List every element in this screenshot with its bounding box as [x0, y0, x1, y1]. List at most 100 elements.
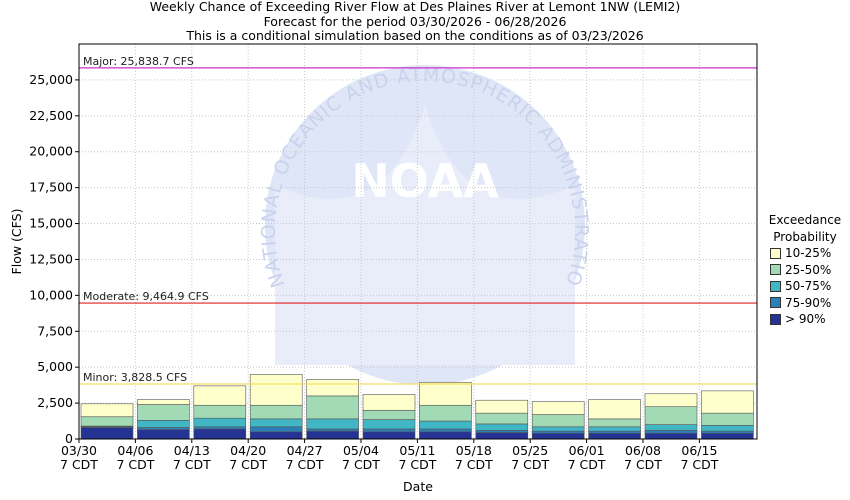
x-axis-label: Date — [403, 479, 433, 494]
bar-segment-50-75 — [475, 423, 529, 431]
legend-swatch — [770, 264, 781, 276]
bar-segment-90 — [362, 431, 416, 440]
legend-swatch — [770, 297, 781, 309]
y-tick-label: 20,000 — [29, 144, 73, 159]
x-tick-label-time: 7 CDT — [173, 457, 211, 472]
bar-segment-50-75 — [137, 420, 190, 428]
bar-segment-75-90 — [419, 428, 472, 433]
bar-segment-90 — [249, 431, 303, 440]
bar-segment-25-50 — [193, 404, 247, 419]
legend-item: 25-50% — [765, 262, 845, 279]
x-tick-label-time: 7 CDT — [60, 457, 98, 472]
threshold-label: Moderate: 9,464.9 CFS — [83, 290, 209, 303]
bar-segment-25-50 — [419, 404, 472, 422]
x-tick-label-date: 03/30 — [61, 443, 97, 458]
legend-swatch — [770, 247, 781, 259]
bar-segment-75-90 — [193, 426, 247, 430]
legend-label: 25-50% — [785, 262, 832, 277]
y-axis-label: Flow (CFS) — [9, 209, 24, 275]
bar-segment-75-90 — [644, 430, 698, 434]
bar-segment-50-75 — [249, 418, 303, 428]
bar-segment-25-50 — [475, 412, 529, 425]
y-tick-label: 5,000 — [37, 359, 73, 374]
bar-segment-10-25 — [362, 394, 416, 411]
bar-segment-50-75 — [588, 426, 641, 432]
plot-frame — [78, 43, 758, 440]
bar-segment-25-50 — [362, 409, 416, 420]
y-tick-label: 17,500 — [29, 180, 73, 195]
x-tick-label-time: 7 CDT — [398, 457, 436, 472]
y-tick-label: 15,000 — [29, 216, 73, 231]
x-tick-label-date: 04/20 — [230, 443, 266, 458]
bar-segment-90 — [419, 431, 472, 440]
y-tick-label: 0 — [65, 431, 73, 446]
bar-segment-10-25 — [80, 403, 134, 418]
x-tick-label-date: 04/06 — [117, 443, 153, 458]
legend-item: 50-75% — [765, 278, 845, 295]
noaa-watermark-gull — [275, 105, 575, 365]
bar-segment-90 — [306, 430, 359, 440]
bar-segment-90 — [644, 432, 698, 440]
bar-segment-50-75 — [701, 425, 754, 432]
x-tick-label-time: 7 CDT — [116, 457, 154, 472]
threshold-label: Minor: 3,828.5 CFS — [83, 371, 187, 384]
x-tick-label-date: 05/11 — [399, 443, 435, 458]
bar-segment-90 — [531, 432, 585, 440]
legend-item: 10-25% — [765, 245, 845, 262]
bar-segment-10-25 — [137, 399, 190, 405]
bar-segment-90 — [588, 432, 641, 440]
x-tick-label-date: 05/04 — [343, 443, 379, 458]
bar-segment-50-75 — [644, 424, 698, 431]
bar-segment-10-25 — [588, 399, 641, 420]
y-tick-label: 25,000 — [29, 72, 73, 87]
bar-segment-25-50 — [588, 418, 641, 428]
bar-segment-75-90 — [475, 430, 529, 433]
x-tick-label-time: 7 CDT — [229, 457, 267, 472]
legend-item: 75-90% — [765, 295, 845, 312]
bar-segment-10-25 — [193, 385, 247, 406]
threshold-label: Major: 25,838.7 CFS — [83, 55, 194, 68]
bar-segment-10-25 — [475, 399, 529, 414]
bar-segment-50-75 — [306, 418, 359, 430]
noaa-watermark-text: NOAA — [351, 154, 499, 208]
x-tick-label-time: 7 CDT — [680, 457, 718, 472]
legend-label: 75-90% — [785, 295, 832, 310]
bar-segment-10-25 — [419, 381, 472, 406]
bar-segment-25-50 — [249, 404, 303, 420]
legend-label: 10-25% — [785, 246, 832, 260]
bar-segment-10-25 — [249, 374, 303, 406]
chart-titles: Weekly Chance of Exceeding River Flow at… — [0, 0, 830, 44]
bar-segment-50-75 — [531, 426, 585, 432]
y-tick-label: 10,000 — [29, 287, 73, 302]
x-tick-label-date: 04/13 — [174, 443, 210, 458]
bar-segment-10-25 — [644, 393, 698, 407]
bar-segment-75-90 — [531, 430, 585, 434]
x-tick-label-time: 7 CDT — [624, 457, 662, 472]
bar-segment-50-75 — [362, 419, 416, 430]
x-tick-label-date: 06/15 — [681, 443, 717, 458]
y-tick-label: 2,500 — [37, 395, 73, 410]
bar-segment-10-25 — [306, 379, 359, 397]
bar-segment-90 — [701, 432, 754, 440]
bar-segment-50-75 — [419, 420, 472, 430]
legend-item: > 90% — [765, 311, 845, 328]
legend-label: > 90% — [785, 312, 826, 326]
x-tick-label-time: 7 CDT — [286, 457, 324, 472]
bar-segment-75-90 — [588, 430, 641, 434]
bar-segment-10-25 — [531, 401, 585, 415]
x-tick-label-date: 05/25 — [512, 443, 548, 458]
bar-segment-25-50 — [701, 412, 754, 426]
legend-label: 50-75% — [785, 279, 832, 293]
bar-segment-75-90 — [306, 428, 359, 432]
x-tick-label-date: 06/01 — [569, 443, 605, 458]
bar-segment-90 — [137, 429, 190, 440]
y-tick-label: 12,500 — [29, 251, 73, 266]
bar-segment-75-90 — [249, 426, 303, 433]
x-tick-label-date: 04/27 — [287, 443, 323, 458]
y-tick-label: 22,500 — [29, 108, 73, 123]
y-tick-label: 7,500 — [37, 323, 73, 338]
x-tick-label-date: 05/18 — [456, 443, 492, 458]
chart-title: Weekly Chance of Exceeding River Flow at… — [149, 0, 681, 14]
bar-segment-25-50 — [137, 404, 190, 421]
